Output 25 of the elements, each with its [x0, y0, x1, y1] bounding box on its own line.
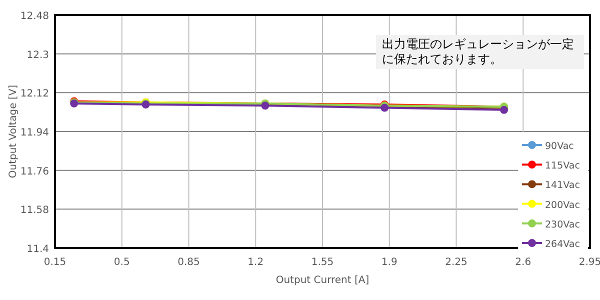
- y-axis-title: Output Voltage [V]: [8, 84, 19, 178]
- y-tick-label: 11.4: [26, 244, 49, 255]
- legend-label: 230Vac: [545, 219, 580, 230]
- x-tick-label: 0.15: [44, 257, 66, 268]
- legend-label: 141Vac: [545, 180, 580, 192]
- x-tick-label: 1.55: [311, 257, 334, 268]
- y-tick-label: 12.3: [26, 50, 49, 61]
- x-tick-label: 0.5: [114, 257, 130, 268]
- x-tick-label: 2.25: [445, 257, 468, 268]
- x-tick-label: 2.6: [515, 257, 532, 268]
- legend-label: 200Vac: [545, 200, 580, 211]
- legend-label: 90Vac: [545, 141, 574, 152]
- annotation: 出力電圧のレギュレーションが一定に保たれております。: [376, 35, 584, 69]
- y-tick-label: 11.76: [20, 166, 49, 178]
- y-tick-label: 11.58: [20, 205, 49, 216]
- y-tick-label: 12.48: [20, 11, 49, 22]
- y-tick-label: 12.12: [20, 88, 49, 100]
- legend-label: 115Vac: [545, 160, 580, 172]
- x-tick-label: 0.85: [178, 257, 200, 268]
- x-tick-label: 2.95: [578, 257, 600, 268]
- legend-label: 264Vac: [545, 239, 580, 250]
- y-tick-label: 11.94: [20, 128, 49, 138]
- x-axis-title: Output Current [A]: [276, 275, 370, 286]
- x-tick-label: 1.9: [381, 257, 398, 268]
- x-tick-label: 1.2: [248, 257, 264, 268]
